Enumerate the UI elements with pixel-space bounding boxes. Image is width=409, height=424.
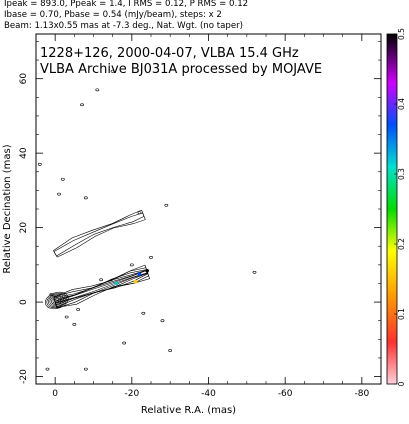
noise-contour (149, 256, 153, 259)
x-tick-label: -20 (124, 389, 139, 399)
noise-contour (95, 88, 100, 92)
noise-contour (122, 341, 127, 345)
chart-subtitle: VLBA Archive BJ031A processed by MOJAVE (40, 62, 322, 77)
noise-contour (110, 69, 115, 73)
plot-frame (35, 33, 382, 385)
y-axis-label: Relative Decination (mas) (2, 144, 13, 273)
x-axis-label: Relative R.A. (mas) (141, 405, 236, 416)
core-contour (52, 297, 61, 304)
noise-contour (129, 263, 134, 267)
x-tick-label: 0 (52, 389, 58, 399)
noise-contour (80, 103, 84, 107)
colorbar-tick-label: 0.4 (397, 98, 406, 110)
core-contour (48, 294, 66, 307)
core-contour (54, 298, 60, 303)
x-tick-label: -80 (354, 389, 369, 399)
colorbar-tick-label: 0.3 (397, 168, 406, 180)
noise-contour (64, 315, 69, 319)
colorbar-tick-label: 0 (397, 381, 406, 386)
colorbar (386, 33, 398, 385)
y-tick-label: 0 (19, 299, 29, 305)
noise-contour (252, 270, 257, 274)
noise-contour (45, 367, 50, 371)
x-tick-label: -60 (278, 389, 293, 399)
noise-contour (57, 192, 61, 196)
polarization-spot (145, 269, 149, 273)
noise-contour (168, 349, 173, 352)
header-line-1: Ipeak = 893.0, Ppeak = 1.4, I RMS = 0.12… (4, 0, 249, 9)
polarization-spot (114, 281, 119, 286)
header-line-3: Beam: 1.13x0.55 mas at -7.3 deg., Nat. W… (4, 21, 244, 31)
noise-contour (76, 308, 81, 311)
colorbar-tick-label: 0.2 (397, 238, 406, 250)
y-tick-label: -20 (19, 369, 29, 384)
header-line-2: Ibase = 0.70, Pbase = 0.54 (mJy/beam), s… (4, 10, 222, 20)
noise-contour (141, 311, 146, 315)
noise-contour (49, 293, 54, 297)
noise-contour (164, 203, 169, 207)
noise-contour (83, 196, 88, 200)
noise-contour (72, 323, 77, 326)
inner-jet-contour (53, 264, 150, 308)
outer-jet-contour (52, 209, 146, 258)
y-tick-label: 40 (19, 147, 29, 159)
noise-contour (99, 278, 104, 282)
noise-contour (160, 319, 165, 323)
noise-contour (83, 367, 88, 371)
noise-contour (60, 177, 65, 181)
colorbar-tick-label: 0.5 (397, 28, 406, 40)
core-contour (51, 296, 63, 305)
core-contour (45, 291, 69, 310)
outer-jet-contour (53, 212, 145, 257)
y-tick-label: 60 (19, 73, 29, 85)
x-tick-label: -40 (201, 389, 216, 399)
colorbar-tick-label: 0.1 (397, 308, 406, 320)
core-contour (49, 295, 64, 306)
y-tick-label: 20 (19, 222, 29, 234)
core-contour (46, 293, 67, 309)
chart-title: 1228+126, 2000-04-07, VLBA 15.4 GHz (40, 46, 299, 61)
noise-contour (137, 211, 142, 215)
noise-contour (37, 162, 42, 166)
polarization-spot (133, 279, 138, 284)
polarization-spot (137, 272, 142, 276)
inner-jet-contour (54, 270, 148, 303)
